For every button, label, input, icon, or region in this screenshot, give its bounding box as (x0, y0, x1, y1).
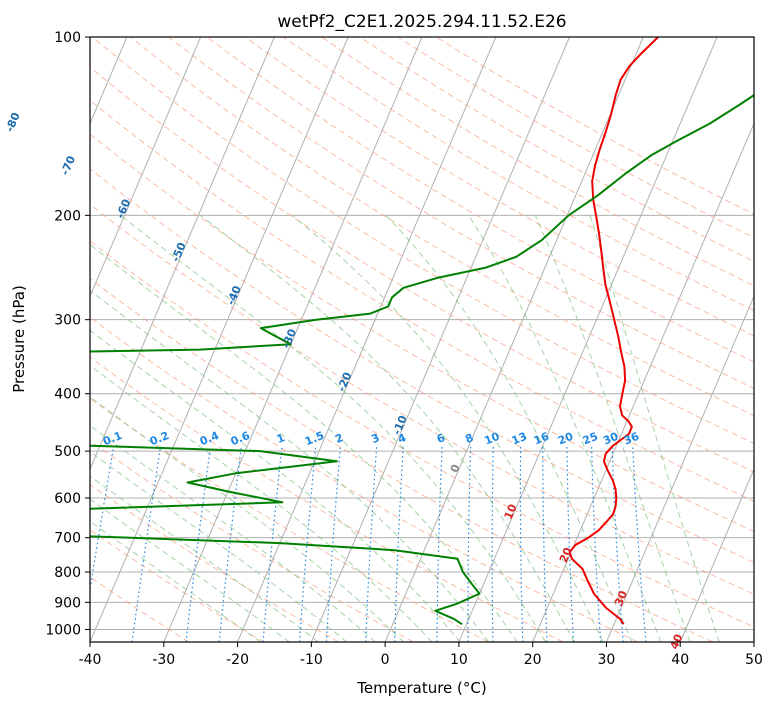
y-tick-label: 800 (54, 565, 81, 581)
dry-adiabat (90, 440, 414, 642)
x-tick-label: 10 (450, 652, 468, 668)
x-tick-label: 50 (745, 652, 763, 668)
isotherm-label: 10 (502, 502, 520, 521)
dry-adiabat (90, 278, 713, 642)
isotherm-line (605, 295, 754, 642)
mixing-ratio-label: 8 (463, 431, 475, 446)
dry-adiabat (283, 37, 754, 312)
moist-adiabat (534, 215, 691, 642)
dry-adiabat (91, 37, 754, 445)
x-tick-label: 0 (381, 652, 390, 668)
dry-adiabat (90, 397, 489, 642)
temperature-line (568, 37, 659, 625)
moist-adiabat (589, 215, 720, 642)
dry-adiabat (130, 37, 754, 417)
mixing-ratio-label: 13 (510, 430, 529, 448)
y-tick-label: 400 (54, 387, 81, 403)
plot-frame (89, 36, 755, 643)
y-tick-label: 900 (54, 595, 81, 611)
x-tick-label: 30 (598, 652, 616, 668)
mixing-ratio-label: 2 (333, 431, 345, 446)
isotherm-label: 30 (612, 588, 630, 607)
dry-adiabat (90, 356, 564, 642)
x-tick-label: -30 (152, 652, 175, 668)
dry-adiabat (90, 168, 754, 563)
y-tick-label: 700 (54, 531, 81, 547)
isotherm-line (532, 122, 754, 642)
y-tick-label: 100 (54, 30, 81, 46)
isotherm-line (90, 37, 349, 642)
isotherm-line (90, 37, 202, 298)
dry-adiabat (90, 240, 754, 628)
mixing-ratio-label: 1 (275, 431, 287, 446)
y-tick-label: 300 (54, 313, 81, 329)
dry-adiabat (244, 37, 754, 337)
dry-adiabat (90, 483, 339, 642)
dry-adiabat (90, 529, 265, 642)
y-axis: 100 200 300 400 500 600 700 800 900 1000 (45, 30, 90, 638)
x-tick-label: -20 (226, 652, 249, 668)
moist-adiabat (467, 215, 662, 642)
y-axis-title: Pressure (hPa) (10, 285, 28, 393)
moist-adiabat (90, 451, 348, 642)
x-tick-label: -10 (300, 652, 323, 668)
moist-adiabat (90, 520, 261, 642)
dry-adiabat (90, 99, 754, 502)
y-tick-label: 500 (54, 444, 81, 460)
moist-adiabat (90, 475, 319, 642)
moist-adiabat (291, 214, 604, 642)
x-tick-label: 20 (524, 652, 542, 668)
mixing-ratio-label: 36 (622, 430, 641, 448)
dry-adiabat (90, 133, 754, 533)
x-tick-label: 40 (671, 652, 689, 668)
moist-adiabat (90, 243, 518, 642)
mixing-ratio-label: 16 (532, 430, 551, 448)
isotherm-line (90, 37, 275, 471)
moist-adiabat (385, 214, 633, 642)
profile-lines (90, 37, 754, 626)
dewpoint-line (90, 93, 754, 626)
isotherm-line (384, 37, 644, 642)
moist-adiabat (200, 214, 575, 642)
moist-adiabat (120, 214, 547, 642)
chart-title: wetPf2_C2E1.2025.294.11.52.E26 (277, 12, 566, 32)
moist-adiabat (90, 498, 290, 642)
mixing-ratio-label: 30 (601, 430, 620, 448)
isotherm-line (237, 37, 497, 642)
x-axis-title: Temperature (°C) (356, 679, 486, 697)
mixing-ratio-label: 20 (556, 430, 575, 448)
x-tick-label: -40 (79, 652, 102, 668)
mixing-ratio-label: 10 (482, 430, 501, 448)
mixing-ratio-line (90, 445, 115, 594)
y-tick-label: 200 (54, 208, 81, 224)
mixing-ratio-label: 3 (369, 431, 381, 446)
dry-adiabat (90, 203, 754, 595)
mixing-ratio-label: 25 (581, 430, 600, 448)
isotherm-line (679, 467, 754, 642)
x-axis: -40 -30 -20 -10 0 10 20 30 40 50 (79, 642, 763, 668)
moist-adiabat (90, 396, 404, 642)
isotherm-line (458, 37, 718, 642)
y-tick-label: 1000 (45, 622, 81, 638)
y-tick-label: 600 (54, 491, 81, 507)
isotherm-label: 20 (557, 545, 575, 564)
